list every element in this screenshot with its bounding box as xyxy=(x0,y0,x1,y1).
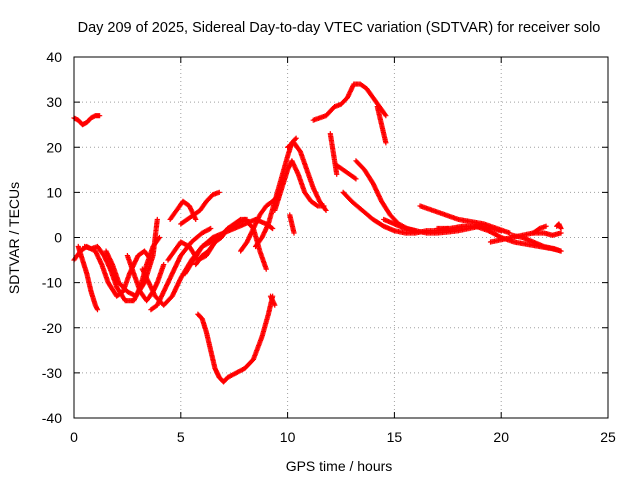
data-point xyxy=(97,113,103,119)
data-point xyxy=(94,307,101,313)
y-tick-label: 0 xyxy=(54,230,62,246)
series-arc1 xyxy=(71,113,103,128)
data-point xyxy=(161,261,167,268)
y-axis-label: SDTVAR / TECUs xyxy=(6,182,22,294)
data-point xyxy=(543,223,549,229)
data-point xyxy=(334,171,340,177)
data-point xyxy=(244,216,250,223)
data-point xyxy=(268,225,275,231)
x-tick-label: 25 xyxy=(600,429,616,445)
y-tick-label: -10 xyxy=(42,275,62,291)
x-tick-label: 5 xyxy=(177,429,185,445)
data-points xyxy=(71,81,564,385)
data-point xyxy=(383,113,389,119)
data-point xyxy=(154,216,160,223)
data-point xyxy=(272,302,278,308)
data-point xyxy=(216,189,222,195)
series-arc3 xyxy=(75,243,101,313)
data-point xyxy=(263,266,269,272)
data-point xyxy=(293,135,299,141)
data-point xyxy=(352,175,358,181)
data-point xyxy=(558,248,564,254)
series-arc10 xyxy=(167,198,199,223)
y-tick-label: 10 xyxy=(46,184,62,200)
data-point xyxy=(236,217,243,223)
series-arc23 xyxy=(327,131,340,177)
data-point xyxy=(382,111,388,118)
data-point xyxy=(322,206,328,212)
y-tick-label: 40 xyxy=(46,49,62,65)
series-arc18 xyxy=(267,293,278,308)
y-tick-label: -30 xyxy=(42,365,62,381)
series-arc22 xyxy=(374,104,389,146)
series-arc20 xyxy=(287,212,297,236)
data-point xyxy=(270,225,276,232)
x-tick-label: 20 xyxy=(493,429,509,445)
data-point xyxy=(193,216,199,223)
tick-labels: 0 5 10 15 20 25 -40 -30 -20 -10 0 10 20 30 40 xyxy=(42,49,616,445)
data-point xyxy=(208,225,214,232)
data-point xyxy=(558,230,564,236)
y-tick-label: -20 xyxy=(42,320,62,336)
y-tick-label: -40 xyxy=(42,410,62,426)
x-axis-label: GPS time / hours xyxy=(286,458,393,474)
series-arc14 xyxy=(193,216,250,268)
series-arc17 xyxy=(272,158,327,214)
series-arc21 xyxy=(310,81,389,123)
data-point xyxy=(353,176,359,182)
data-point xyxy=(313,202,320,208)
chart-title: Day 209 of 2025, Sidereal Day-to-day VTE… xyxy=(78,20,601,36)
series-arc24 xyxy=(334,162,359,182)
axis-ticks xyxy=(73,56,609,419)
y-tick-label: 20 xyxy=(46,139,62,155)
series-arc13 xyxy=(195,293,276,385)
y-tick-label: 30 xyxy=(46,94,62,110)
series-arc2 xyxy=(71,243,154,299)
series-arc19 xyxy=(285,140,329,214)
data-point xyxy=(383,140,389,146)
x-tick-label: 15 xyxy=(387,429,403,445)
data-point xyxy=(323,207,329,214)
data-point xyxy=(291,230,297,236)
series-arc11 xyxy=(178,189,222,227)
series-arc32 xyxy=(530,223,549,236)
series-arc31 xyxy=(509,232,564,254)
series-arc15 xyxy=(238,194,280,254)
data-point xyxy=(141,281,147,287)
x-tick-label: 0 xyxy=(70,429,78,445)
x-tick-label: 10 xyxy=(280,429,296,445)
data-point xyxy=(292,136,298,142)
data-point xyxy=(558,225,564,232)
series-arc33 xyxy=(554,221,564,232)
